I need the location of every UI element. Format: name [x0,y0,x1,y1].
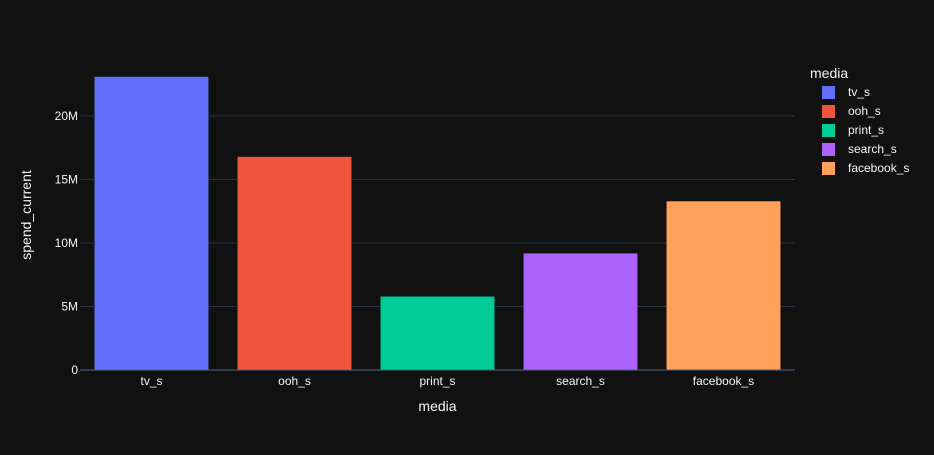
y-tick-label: 20M [55,109,78,123]
legend-label-print_s: print_s [848,123,884,137]
x-tick-label: tv_s [140,374,162,388]
legend-swatch-tv_s [822,86,835,99]
x-tick-label: ooh_s [278,374,311,388]
y-tick-label: 10M [55,236,78,250]
bar-tv_s [94,76,209,371]
y-axis-title: spend_current [18,170,34,260]
y-tick-labels: 0 5M 10M 15M 20M [55,109,79,377]
legend-items: tv_s ooh_s print_s search_s facebook_s [822,85,909,175]
y-tick-label: 0 [71,363,78,377]
x-axis-title: media [418,398,456,414]
legend-label-search_s: search_s [848,142,897,156]
bar-facebook_s [666,200,781,371]
bar-search_s [523,252,638,371]
legend-swatch-print_s [822,124,835,137]
x-tick-label: print_s [419,374,455,388]
x-tick-labels: tv_s ooh_s print_s search_s facebook_s [140,374,754,388]
legend-label-ooh_s: ooh_s [848,104,881,118]
x-tick-label: search_s [556,374,605,388]
x-tick-label: facebook_s [693,374,754,388]
y-tick-label: 5M [61,299,78,313]
bar-print_s [380,296,495,371]
legend-label-facebook_s: facebook_s [848,161,909,175]
legend-swatch-search_s [822,143,835,156]
legend-title: media [810,65,848,81]
legend-label-tv_s: tv_s [848,85,870,99]
y-tick-label: 15M [55,172,78,186]
legend-swatch-ooh_s [822,105,835,118]
bars [94,76,781,371]
bar-ooh_s [237,156,352,371]
legend: media tv_s ooh_s print_s search_s facebook_s [810,65,909,175]
legend-swatch-facebook_s [822,162,835,175]
